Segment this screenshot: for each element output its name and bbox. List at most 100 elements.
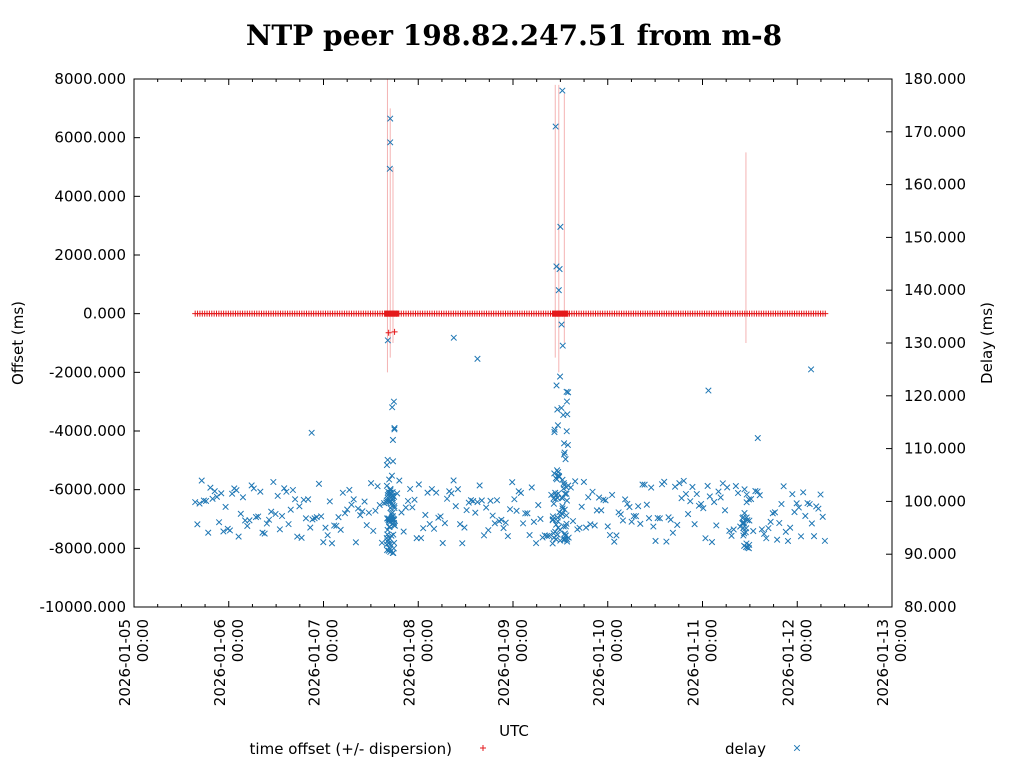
- delay-point: [734, 489, 742, 497]
- delay-point: [563, 398, 571, 405]
- delay-point: [750, 527, 757, 535]
- x-tick-date: 2026-01-06: [211, 619, 229, 706]
- delay-point: [741, 486, 748, 493]
- delay-point: [745, 545, 753, 552]
- delay-point: [359, 508, 366, 515]
- delay-point: [543, 532, 551, 540]
- delay-point: [564, 441, 572, 449]
- delay-point: [386, 517, 393, 524]
- delay-point: [294, 533, 301, 540]
- delay-point: [721, 507, 729, 514]
- delay-point: [554, 468, 562, 476]
- x-tick-date: 2026-01-11: [685, 619, 703, 706]
- delay-point: [354, 505, 362, 512]
- offset-outlier-point: [385, 329, 392, 336]
- delay-point: [335, 514, 342, 521]
- delay-point: [213, 493, 221, 500]
- delay-point: [291, 496, 299, 503]
- delay-point: [558, 404, 565, 412]
- delay-point: [553, 382, 560, 389]
- delay-point: [561, 530, 569, 537]
- delay-outlier-point: [556, 265, 563, 273]
- delay-point: [589, 488, 596, 495]
- y2-tick-label: 150.000: [904, 228, 966, 246]
- delay-point: [441, 520, 449, 527]
- delay-point: [378, 539, 386, 546]
- delay-point: [572, 478, 579, 485]
- delay-point: [388, 472, 396, 479]
- delay-point: [776, 519, 783, 527]
- delay-point: [522, 510, 529, 517]
- delay-point: [650, 523, 657, 530]
- delay-point: [422, 511, 429, 519]
- delay-point: [272, 510, 279, 518]
- delay-point: [771, 509, 779, 516]
- delay-point: [804, 499, 811, 507]
- delay-point: [702, 535, 709, 542]
- delay-point: [708, 538, 716, 546]
- delay-point: [645, 515, 653, 522]
- delay-point: [554, 422, 562, 429]
- delay-point: [619, 517, 627, 524]
- delay-outlier-point: [474, 355, 481, 362]
- delay-point: [388, 532, 395, 539]
- delay-point: [810, 533, 818, 540]
- delay-point: [391, 502, 398, 510]
- delay-point: [561, 490, 569, 497]
- delay-point: [754, 488, 761, 495]
- delay-point: [346, 486, 353, 494]
- delay-point: [580, 478, 588, 486]
- x-tick-time: 00:00: [608, 619, 626, 662]
- x-tick-date: 2026-01-10: [590, 619, 608, 706]
- delay-point: [500, 524, 507, 532]
- delay-point: [537, 515, 544, 523]
- y-tick-label: 6000.000: [54, 129, 126, 147]
- delay-point: [585, 494, 592, 501]
- delay-point: [443, 495, 451, 502]
- delay-point: [562, 532, 570, 539]
- delay-point: [367, 480, 375, 487]
- delay-point: [409, 504, 416, 511]
- delay-point: [387, 504, 394, 512]
- x-tick-time: 00:00: [418, 619, 436, 662]
- delay-point: [215, 519, 223, 526]
- delay-point: [400, 528, 407, 535]
- x-tick-time: 00:00: [229, 619, 247, 662]
- tick-layer: 8000.000 6000.000 4000.000 2000.000 0.000 -20…: [39, 70, 966, 706]
- delay-point: [552, 491, 560, 499]
- offset-point: [395, 310, 402, 317]
- delay-point: [389, 492, 397, 500]
- y2-tick-label: 110.000: [904, 440, 966, 458]
- delay-point: [402, 504, 409, 511]
- delay-outlier-point: [559, 342, 566, 349]
- y-tick-label: -10000.000: [39, 598, 126, 616]
- delay-point: [386, 498, 393, 505]
- delay-point: [365, 509, 373, 516]
- delay-point: [390, 549, 397, 557]
- delay-point: [302, 515, 310, 522]
- delay-outlier-point: [450, 334, 457, 341]
- delay-point: [760, 530, 768, 538]
- delay-point: [222, 503, 229, 511]
- delay-point: [746, 517, 753, 524]
- delay-point: [769, 510, 776, 517]
- delay-point: [741, 542, 748, 549]
- delay-point: [724, 484, 731, 491]
- delay-point: [459, 540, 466, 547]
- delay-point: [802, 512, 809, 520]
- delay-point: [472, 509, 479, 516]
- delay-point: [493, 497, 501, 504]
- offset-outlier-point: [391, 328, 398, 335]
- delay-point: [372, 507, 379, 514]
- delay-point: [389, 404, 396, 411]
- delay-point: [562, 456, 569, 463]
- delay-point: [439, 539, 446, 547]
- delay-point: [278, 512, 286, 520]
- delay-point: [281, 485, 288, 492]
- delay-point: [756, 492, 763, 499]
- delay-point: [700, 505, 707, 512]
- offset-point: [822, 310, 829, 317]
- delay-point: [551, 470, 558, 477]
- delay-point: [800, 489, 807, 496]
- delay-point: [474, 498, 481, 506]
